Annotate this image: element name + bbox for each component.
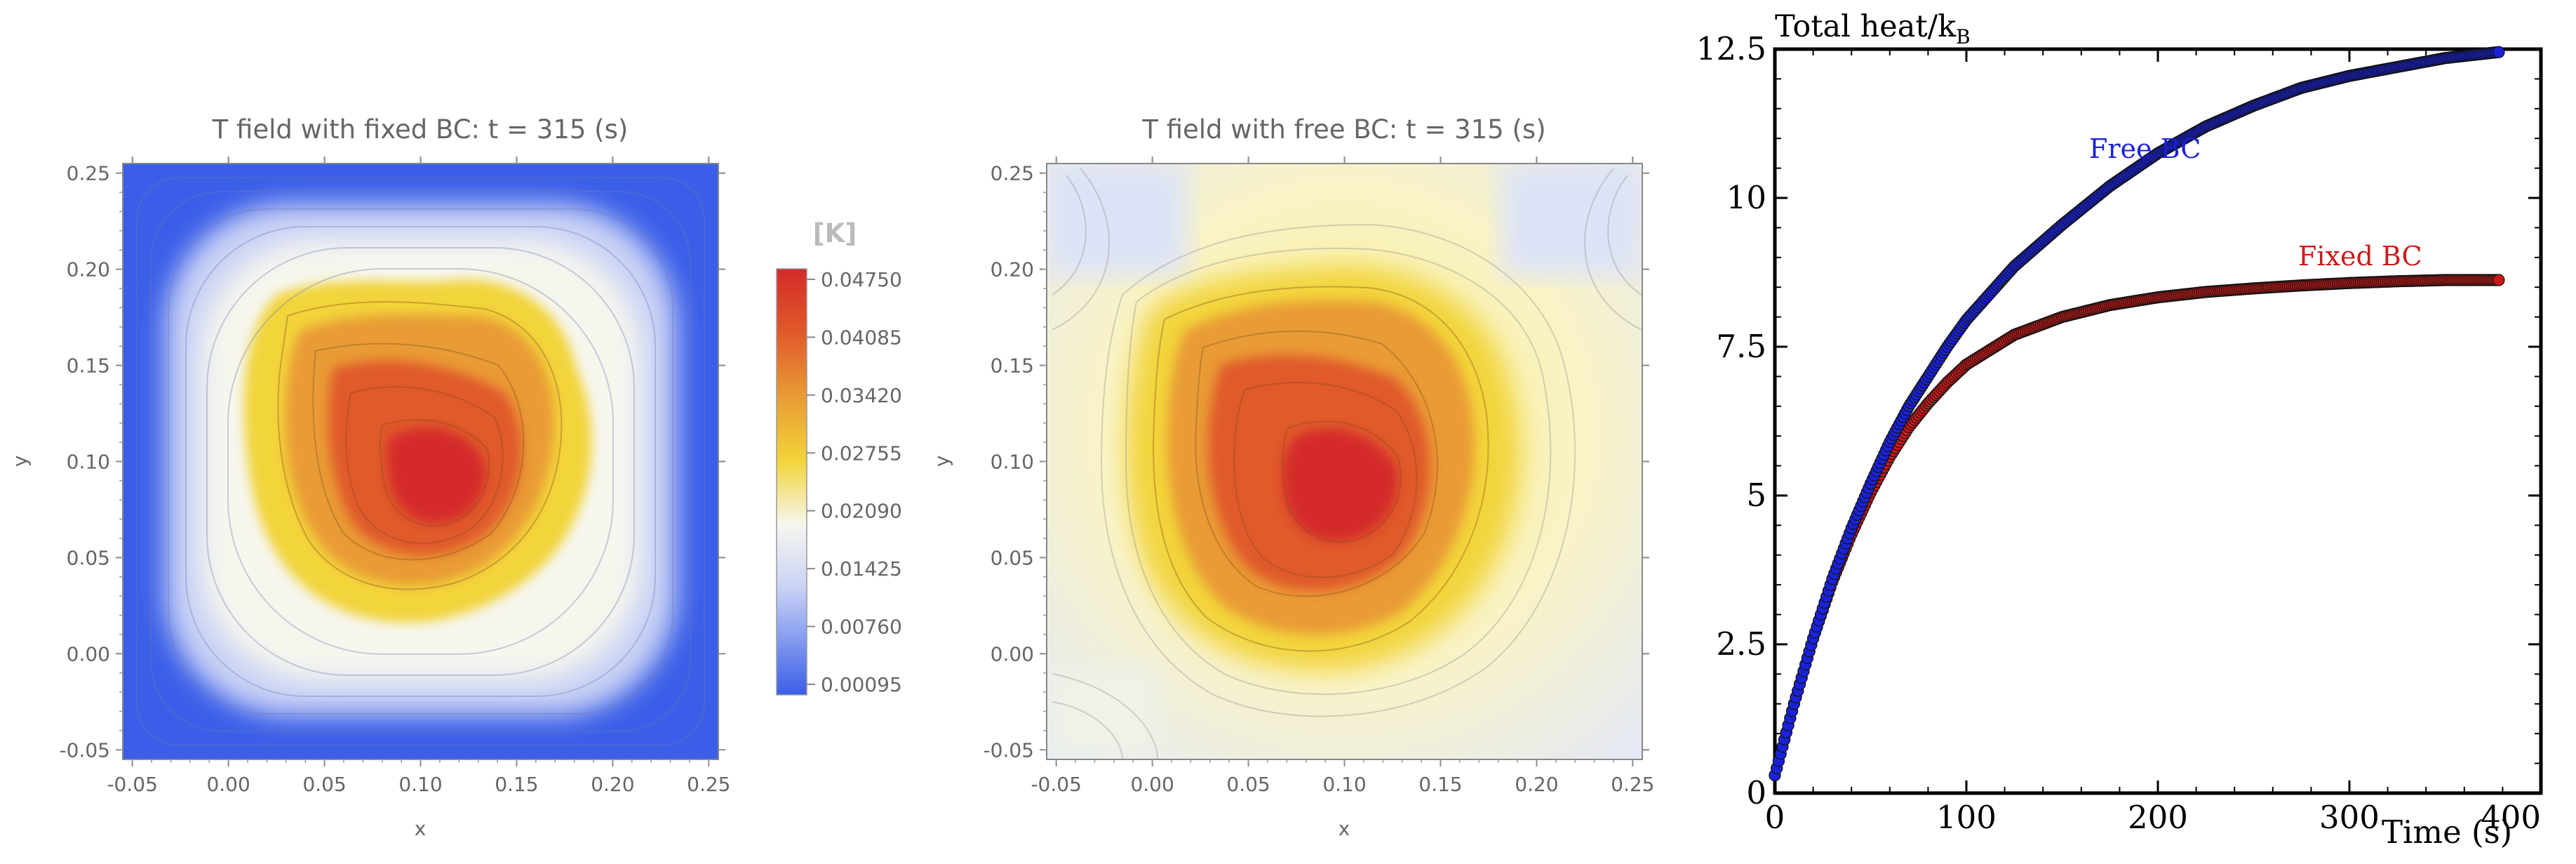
y-tick-label: 0.15 (991, 354, 1034, 378)
left-x-axis-label: x (415, 817, 427, 840)
y-tick-label: 0.00 (991, 642, 1034, 665)
left-chart-title: T field with fixed BC: t = 315 (s) (212, 114, 629, 145)
middle-y-axis-label: y (930, 456, 953, 467)
x-tick-label: 0.25 (1611, 773, 1654, 796)
y-tick-label: 0.00 (67, 642, 110, 665)
colorbar (776, 268, 807, 696)
y-tick-label: 0.25 (67, 162, 110, 185)
colorbar-tick-label: 0.01425 (821, 557, 902, 580)
y-tick-label: 0.15 (67, 354, 110, 378)
y-tick-label: 0.20 (67, 258, 110, 281)
colorbar-label: [K] (813, 218, 857, 248)
right-x-tick-label: 300 (2319, 799, 2380, 836)
right-y-tick-label: 0 (1746, 774, 1766, 811)
x-tick-label: 0.05 (1226, 773, 1270, 796)
x-tick-label: 0.10 (398, 773, 442, 796)
right-x-tick-label: 200 (2128, 799, 2188, 836)
right-y-axis-label: Total heat/kB (1775, 9, 1971, 48)
colorbar-tick-label: 0.02090 (821, 500, 902, 523)
left-y-ticks: -0.05 0.00 0.05 0.10 0.15 0.20 0.25 (60, 162, 725, 762)
data-point (2493, 46, 2505, 58)
data-point (2493, 274, 2505, 286)
right-x-axis-label: Time (s) (2382, 813, 2512, 851)
x-tick-label: 0.00 (1130, 773, 1174, 796)
right-x-ticks: 0 100 200 300 400 (1765, 49, 2542, 836)
x-tick-label: 0.20 (591, 773, 634, 796)
y-tick-label: 0.10 (991, 451, 1034, 474)
y-tick-label: 0.10 (67, 451, 110, 474)
y-tick-label: 0.05 (991, 546, 1034, 569)
left-heatmap (123, 164, 718, 759)
middle-x-axis-label: x (1339, 817, 1350, 840)
y-tick-label: -0.05 (984, 738, 1034, 762)
x-tick-label: 0.00 (206, 773, 250, 796)
right-x-tick-label: 400 (2481, 799, 2541, 836)
right-y-axis-label-subscript: B (1956, 25, 1971, 48)
right-y-tick-label: 7.5 (1716, 328, 1766, 365)
y-tick-label: 0.25 (991, 162, 1034, 185)
right-y-tick-label: 10 (1726, 179, 1766, 216)
right-y-tick-label: 5 (1746, 477, 1766, 514)
colorbar-tick-label: 0.04085 (821, 326, 902, 349)
series-fixed-bc (1769, 274, 2505, 782)
right-y-tick-label: 12.5 (1696, 30, 1766, 67)
middle-heatmap (1047, 164, 1642, 759)
x-tick-label: 0.05 (302, 773, 346, 796)
colorbar-ticks: 0.04750 0.04085 0.03420 0.02755 0.02090 0.014… (807, 268, 902, 696)
x-tick-label: 0.15 (495, 773, 538, 796)
right-x-tick-label: 0 (1765, 799, 1785, 836)
x-tick-label: -0.05 (107, 773, 157, 796)
colorbar-tick-label: 0.00095 (821, 673, 902, 696)
y-tick-label: 0.20 (991, 258, 1034, 281)
middle-y-ticks: -0.05 0.00 0.05 0.10 0.15 0.20 0.25 (984, 162, 1649, 762)
x-tick-label: -0.05 (1031, 773, 1081, 796)
right-y-axis-label-main: Total heat/k (1775, 9, 1957, 44)
right-x-tick-label: 100 (1936, 799, 1997, 836)
x-tick-label: 0.15 (1418, 773, 1462, 796)
colorbar-tick-label: 0.03420 (821, 384, 902, 407)
series-label-fixed-bc: Fixed BC (2298, 241, 2422, 272)
y-tick-label: -0.05 (60, 738, 110, 762)
colorbar-tick-label: 0.04750 (821, 268, 902, 291)
series-label-free-bc: Free BC (2089, 133, 2201, 164)
colorbar-tick-label: 0.02755 (821, 441, 902, 465)
colorbar-tick-label: 0.00760 (821, 616, 902, 639)
left-y-axis-label: y (8, 456, 32, 467)
x-tick-label: 0.10 (1322, 773, 1366, 796)
middle-x-ticks: -0.05 0.00 0.05 0.10 0.15 0.20 0.25 (1031, 157, 1654, 796)
series-free-bc (1769, 46, 2505, 782)
right-series-layer (1769, 46, 2505, 782)
right-y-tick-label: 2.5 (1716, 625, 1766, 663)
x-tick-label: 0.25 (687, 773, 730, 796)
left-x-ticks: -0.05 0.00 0.05 0.10 0.15 0.20 0.25 (107, 157, 730, 796)
right-y-ticks: 0 2.5 5 7.5 10 12.5 (1696, 30, 2541, 811)
y-tick-label: 0.05 (67, 546, 110, 569)
x-tick-label: 0.20 (1515, 773, 1558, 796)
middle-chart-title: T field with free BC: t = 315 (s) (1141, 114, 1545, 145)
